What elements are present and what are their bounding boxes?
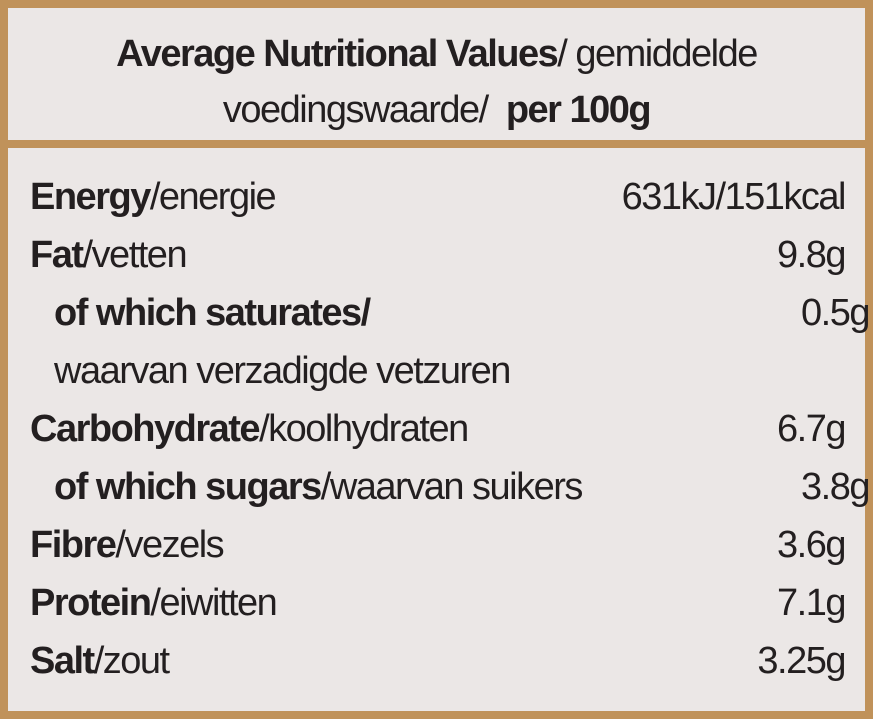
nutrient-value: 3.8g [801, 466, 870, 508]
nutrient-value: 3.25g [757, 640, 846, 682]
nutrient-row: Protein/eiwitten 7.1g [30, 574, 846, 632]
nutrient-name: Carbohydrate [30, 408, 261, 450]
nutrient-name: Protein [30, 582, 152, 624]
nutrient-translation: /vetten [82, 234, 188, 276]
nutrient-name: Energy [30, 176, 151, 218]
nutrient-name: Fibre [30, 524, 117, 566]
nutrient-name: of which sugars [54, 466, 322, 508]
nutrient-row: Energy/energie 631kJ/151kcal [30, 168, 847, 226]
nutrient-row: Salt/zout 3.25g [30, 632, 846, 690]
nutrient-value: 631kJ/151kcal [621, 176, 847, 218]
nutrient-translation: /zout [93, 640, 170, 682]
nutrient-translation: /eiwitten [150, 582, 277, 624]
nutrient-name: Fat [30, 234, 84, 276]
title-translation: voedingswaarde/ [222, 89, 489, 131]
nutrient-translation: /energie [149, 176, 277, 218]
nutrient-translation: /vezels [115, 524, 224, 566]
nutrient-row-continued: waarvan verzadigde vetzuren [30, 342, 869, 400]
nutrient-name: of which saturates/ [54, 292, 371, 334]
nutrient-value: 3.6g [777, 524, 846, 566]
per-amount: per 100g [505, 89, 652, 131]
nutrient-name: Salt [30, 640, 95, 682]
nutrient-value: 6.7g [777, 408, 846, 450]
nutrient-row: Fat/vetten 9.8g [30, 226, 846, 284]
nutrient-row: of which saturates/0.5g [30, 284, 870, 342]
nutrient-translation: /koolhydraten [259, 408, 469, 450]
nutrient-row: Carbohydrate/koolhydraten 6.7g [30, 400, 846, 458]
title-bold: Average Nutritional Values [116, 33, 559, 75]
nutrient-translation: /waarvan suikers [320, 466, 584, 508]
header: Average Nutritional Values/ gemiddelde v… [8, 8, 865, 148]
nutrient-row: of which sugars/waarvan suikers 3.8g [30, 458, 870, 516]
nutrient-value: 0.5g [801, 292, 870, 334]
nutrient-translation: waarvan verzadigde vetzuren [54, 350, 511, 392]
nutrient-value: 7.1g [777, 582, 846, 624]
title-translation: / gemiddelde [557, 33, 758, 75]
nutrient-row: Fibre/vezels 3.6g [30, 516, 846, 574]
nutrient-value: 9.8g [777, 234, 846, 276]
